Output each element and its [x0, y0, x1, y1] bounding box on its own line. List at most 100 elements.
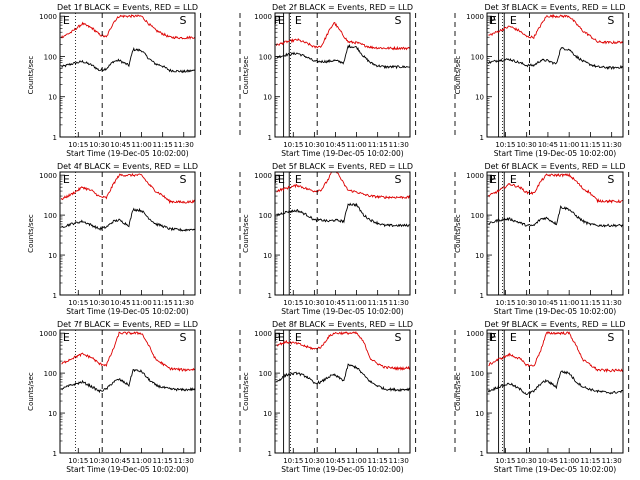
x-axis-label: Start Time (19-Dec-05 10:02:00): [494, 149, 616, 158]
x-tick-label: 11:15: [153, 457, 173, 465]
y-axis-label: Counts/sec: [454, 56, 462, 95]
y-tick-label: 10: [48, 94, 57, 102]
x-tick-label: 11:00: [346, 299, 366, 307]
panel-title: Det 9f BLACK = Events, RED = LLD: [484, 320, 625, 329]
panel-title: Det 1f BLACK = Events, RED = LLD: [57, 3, 198, 12]
plot-frame: [59, 329, 196, 454]
x-tick-label: 11:30: [389, 457, 409, 465]
y-tick-label: 10: [263, 410, 272, 418]
y-tick-label: 1: [268, 450, 272, 458]
x-axis-label: Start Time (19-Dec-05 10:02:00): [281, 465, 403, 474]
panel-det-6: Det 6f BLACK = Events, RED = LLD 1 10 100 10…: [454, 162, 630, 316]
interval-marker-label: E: [278, 14, 285, 27]
events-series-line: [61, 369, 195, 394]
interval-marker-label: S: [180, 331, 187, 344]
interval-marker-label: P: [489, 173, 496, 186]
panel-title: Det 8f BLACK = Events, RED = LLD: [272, 320, 413, 329]
lld-series-line: [60, 14, 195, 40]
lld-series-line: [488, 172, 623, 204]
x-tick-label: 10:15: [283, 299, 303, 307]
x-tick-label: 10:45: [538, 299, 558, 307]
lld-series-line: [61, 331, 195, 372]
interval-marker-label: S: [180, 14, 187, 27]
x-tick-label: 11:30: [174, 457, 194, 465]
x-axis-label: Start Time (19-Dec-05 10:02:00): [281, 149, 403, 158]
plot-frame: [486, 171, 624, 296]
y-tick-label: 1: [480, 292, 484, 300]
x-tick-label: 11:15: [580, 299, 600, 307]
x-tick-label: 10:30: [304, 141, 324, 149]
x-tick-label: 11:30: [389, 299, 409, 307]
x-tick-label: 11:30: [389, 141, 409, 149]
x-tick-label: 10:15: [495, 299, 515, 307]
x-tick-label: 10:15: [68, 141, 88, 149]
panel-det-1: Det 1f BLACK = Events, RED = LLD 1 10 100 10…: [27, 3, 302, 158]
interval-marker-label: E: [295, 331, 302, 344]
lld-series-line: [275, 22, 410, 51]
interval-marker-label: S: [395, 14, 402, 27]
x-tick-label: 11:15: [368, 299, 388, 307]
x-tick-label: 11:15: [368, 141, 388, 149]
plot-frame: [59, 171, 196, 296]
y-axis-label: Counts/sec: [242, 214, 250, 253]
interval-marker-label: P: [489, 331, 496, 344]
x-tick-label: 10:15: [283, 457, 303, 465]
y-axis-label: Counts/sec: [454, 372, 462, 411]
y-tick-label: 1000: [39, 172, 57, 180]
y-tick-label: 100: [44, 53, 57, 61]
interval-marker-label: E: [490, 14, 497, 27]
interval-marker-label: E: [295, 14, 302, 27]
interval-marker-label: P: [274, 173, 281, 186]
panel-title: Det 5f BLACK = Events, RED = LLD: [272, 162, 413, 171]
y-tick-label: 100: [44, 370, 57, 378]
lld-series-line: [60, 173, 195, 205]
x-tick-label: 10:30: [517, 299, 537, 307]
x-tick-label: 11:00: [346, 457, 366, 465]
plot-frame: [59, 12, 196, 138]
plot-frame: [274, 329, 411, 454]
panel-title: Det 4f BLACK = Events, RED = LLD: [57, 162, 198, 171]
y-tick-label: 10: [48, 410, 57, 418]
lld-series-line: [276, 172, 410, 200]
x-axis-label: Start Time (19-Dec-05 10:02:00): [494, 307, 616, 316]
y-tick-label: 10: [263, 94, 272, 102]
x-tick-label: 11:15: [580, 141, 600, 149]
panel-det-4: Det 4f BLACK = Events, RED = LLD 1 10 100 10…: [27, 162, 302, 316]
interval-marker-label: E: [295, 173, 302, 186]
x-tick-label: 11:00: [346, 141, 366, 149]
x-tick-label: 10:30: [89, 141, 109, 149]
interval-marker-label: E: [63, 331, 70, 344]
panel-det-5: Det 5f BLACK = Events, RED = LLD 1 10 100 10…: [242, 162, 517, 316]
y-tick-label: 1000: [254, 13, 272, 21]
y-tick-label: 1: [53, 450, 57, 458]
events-series-line: [488, 205, 623, 228]
y-tick-label: 10: [475, 410, 484, 418]
x-tick-label: 11:30: [174, 299, 194, 307]
interval-marker-label: S: [180, 173, 187, 186]
lld-series-line: [488, 14, 623, 45]
panel-title: Det 6f BLACK = Events, RED = LLD: [484, 162, 625, 171]
x-tick-label: 10:30: [304, 299, 324, 307]
plot-frame: [486, 12, 624, 138]
plot-frame: [486, 329, 624, 454]
x-tick-label: 11:15: [153, 299, 173, 307]
panel-det-3: Det 3f BLACK = Events, RED = LLD 1 10 100 10…: [454, 3, 630, 158]
interval-marker-label: E: [278, 331, 285, 344]
x-tick-label: 11:00: [559, 457, 579, 465]
y-tick-label: 100: [259, 370, 272, 378]
x-tick-label: 11:00: [131, 141, 151, 149]
panel-title: Det 7f BLACK = Events, RED = LLD: [57, 320, 198, 329]
interval-marker-label: S: [395, 173, 402, 186]
x-tick-label: 10:45: [538, 141, 558, 149]
y-tick-label: 10: [263, 252, 272, 260]
x-axis-label: Start Time (19-Dec-05 10:02:00): [66, 307, 188, 316]
interval-marker-label: S: [395, 331, 402, 344]
x-tick-label: 10:15: [495, 457, 515, 465]
x-axis-label: Start Time (19-Dec-05 10:02:00): [66, 465, 188, 474]
events-series-line: [487, 370, 623, 395]
interval-marker-label: P: [274, 14, 281, 27]
y-axis-label: Counts/sec: [27, 372, 35, 411]
y-axis-label: Counts/sec: [242, 56, 250, 95]
y-tick-label: 10: [475, 252, 484, 260]
x-tick-label: 10:30: [89, 457, 109, 465]
